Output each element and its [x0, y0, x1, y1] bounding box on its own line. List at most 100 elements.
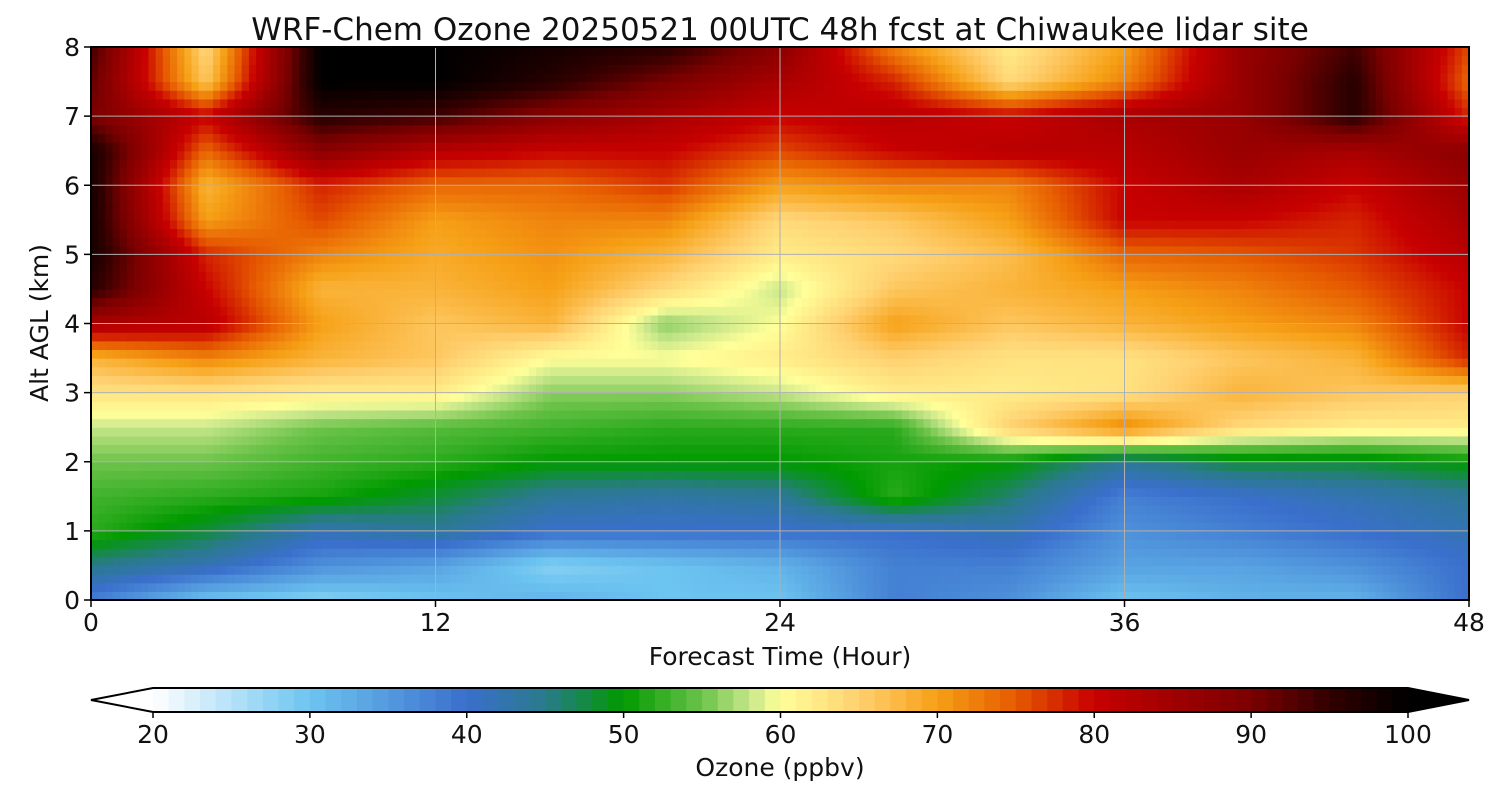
heatmap-cell	[335, 375, 343, 385]
heatmap-cell	[1009, 392, 1018, 402]
heatmap-cell	[794, 591, 803, 600]
heatmap-cell	[184, 487, 193, 497]
heatmap-cell	[1361, 487, 1370, 497]
heatmap-cell	[413, 418, 422, 428]
heatmap-cell	[169, 453, 178, 463]
heatmap-cell	[887, 401, 896, 411]
heatmap-cell	[851, 401, 860, 411]
heatmap-cell	[1418, 383, 1427, 394]
heatmap-cell	[1239, 461, 1248, 471]
heatmap-cell	[557, 444, 566, 454]
heatmap-cell	[1038, 392, 1047, 402]
heatmap-cell	[220, 504, 228, 515]
heatmap-cell	[579, 444, 587, 454]
heatmap-cell	[428, 522, 437, 532]
heatmap-cell	[736, 392, 745, 402]
heatmap-cell	[155, 453, 164, 463]
heatmap-cell	[902, 418, 910, 428]
heatmap-cell	[1325, 392, 1334, 402]
heatmap-cell	[1325, 383, 1334, 394]
heatmap-cell	[1174, 479, 1183, 489]
heatmap-cell	[966, 591, 975, 600]
heatmap-cell	[1318, 409, 1327, 420]
heatmap-cell	[1181, 375, 1190, 385]
heatmap-cell	[736, 427, 745, 437]
heatmap-cell	[1303, 427, 1312, 437]
heatmap-cell	[1332, 556, 1341, 567]
heatmap-cell	[1074, 427, 1083, 437]
heatmap-cell	[277, 444, 286, 454]
heatmap-cell	[1203, 565, 1212, 575]
heatmap-cell	[1253, 487, 1262, 497]
heatmap-cell	[1110, 435, 1118, 446]
heatmap-cell	[1390, 461, 1398, 471]
heatmap-cell	[435, 574, 444, 584]
heatmap-cell	[392, 513, 401, 523]
heatmap-cell	[1081, 453, 1090, 463]
heatmap-cell	[1138, 582, 1147, 592]
heatmap-cell	[1031, 435, 1039, 446]
heatmap-cell	[241, 556, 250, 567]
heatmap-cell	[1440, 539, 1449, 549]
heatmap-cell	[1210, 401, 1219, 411]
heatmap-cell	[657, 392, 666, 402]
heatmap-cell	[794, 383, 803, 394]
heatmap-cell	[1160, 461, 1169, 471]
heatmap-cell	[586, 530, 594, 541]
heatmap-cell	[672, 409, 681, 420]
heatmap-cell	[220, 375, 228, 385]
heatmap-cell	[492, 556, 501, 567]
heatmap-cell	[1232, 574, 1240, 584]
heatmap-cell	[521, 530, 530, 541]
heatmap-cell	[765, 548, 774, 558]
heatmap-cell	[1232, 513, 1240, 523]
heatmap-cell	[1346, 504, 1355, 515]
heatmap-cell	[162, 556, 171, 567]
heatmap-cell	[866, 383, 874, 394]
heatmap-cell	[248, 556, 257, 567]
heatmap-cell	[880, 496, 889, 506]
heatmap-cell	[1124, 401, 1133, 411]
heatmap-cell	[579, 496, 587, 506]
heatmap-cell	[586, 427, 594, 437]
heatmap-cell	[413, 504, 422, 515]
heatmap-cell	[1296, 375, 1305, 385]
heatmap-cell	[736, 375, 745, 385]
heatmap-cell	[485, 548, 494, 558]
heatmap-cell	[1102, 375, 1111, 385]
heatmap-cell	[1447, 539, 1456, 549]
heatmap-cell	[744, 530, 752, 541]
heatmap-cell	[141, 392, 150, 402]
heatmap-cell	[356, 409, 365, 420]
heatmap-cell	[693, 582, 702, 592]
heatmap-cell	[1067, 453, 1075, 463]
heatmap-cell	[263, 522, 272, 532]
heatmap-cell	[91, 470, 99, 480]
heatmap-cell	[1059, 504, 1068, 515]
heatmap-cell	[679, 574, 688, 584]
heatmap-cell	[909, 565, 917, 575]
heatmap-cell	[1253, 418, 1262, 428]
heatmap-cell	[873, 427, 882, 437]
heatmap-cell	[923, 470, 932, 480]
heatmap-cell	[169, 418, 178, 428]
heatmap-cell	[514, 427, 523, 437]
heatmap-cell	[1332, 479, 1341, 489]
heatmap-cell	[557, 383, 566, 394]
heatmap-cell	[600, 418, 609, 428]
heatmap-cell	[966, 418, 975, 428]
heatmap-cell	[435, 479, 444, 489]
heatmap-cell	[1203, 435, 1212, 446]
heatmap-cell	[614, 574, 623, 584]
heatmap-cell	[1181, 453, 1190, 463]
heatmap-cell	[1002, 453, 1011, 463]
heatmap-cell	[177, 392, 185, 402]
heatmap-cell	[1382, 461, 1391, 471]
heatmap-cell	[1425, 513, 1434, 523]
heatmap-cell	[112, 556, 121, 567]
heatmap-cell	[672, 591, 681, 600]
heatmap-cell	[1067, 401, 1075, 411]
heatmap-cell	[650, 548, 659, 558]
heatmap-cell	[1067, 591, 1075, 600]
heatmap-cell	[693, 401, 702, 411]
